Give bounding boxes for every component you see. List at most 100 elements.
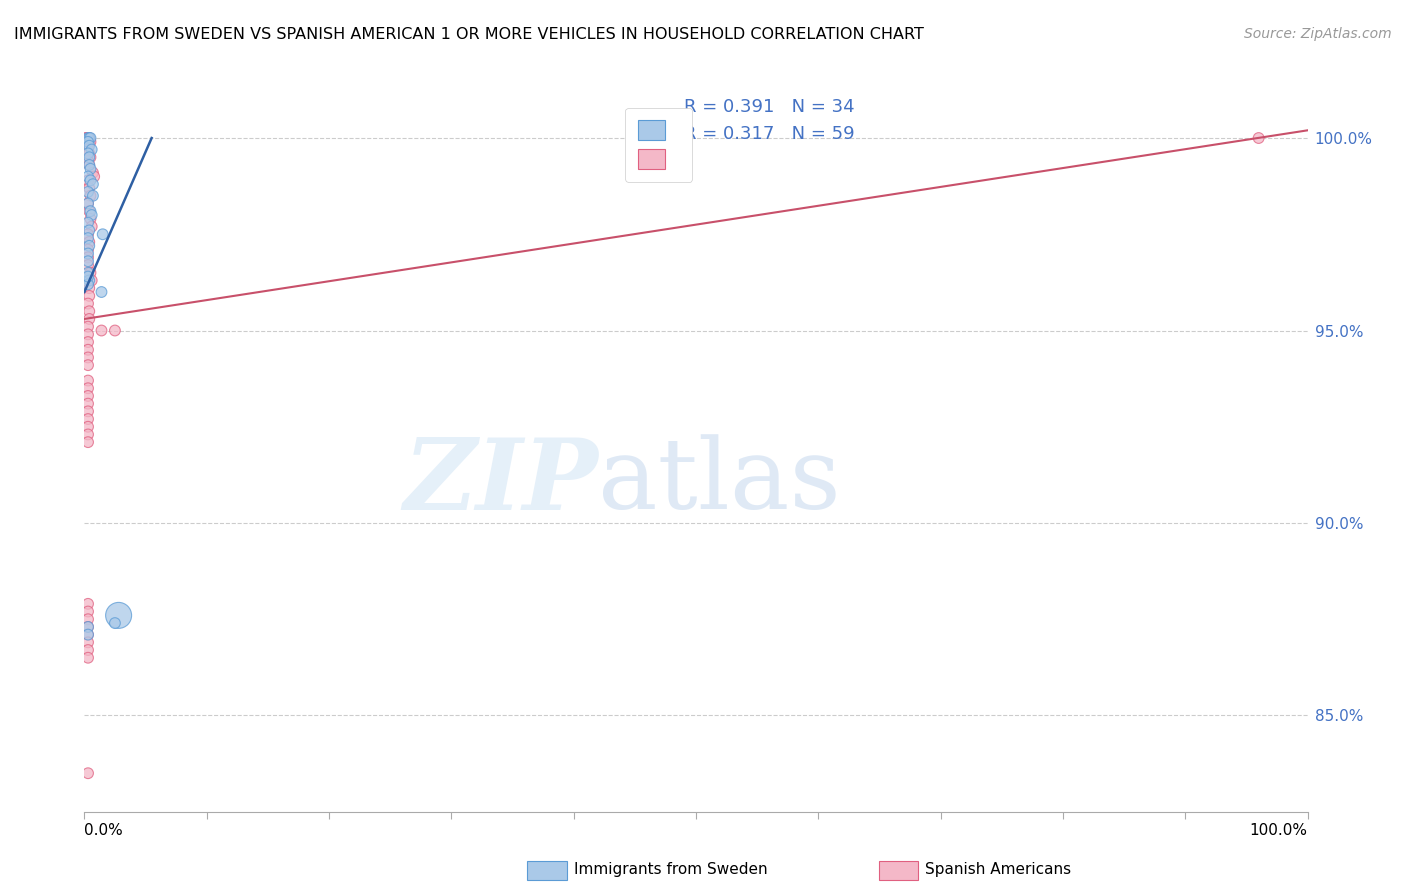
Point <box>77 620 100 634</box>
Point <box>90 285 112 299</box>
Point <box>77 131 100 145</box>
Point <box>77 277 100 292</box>
Point <box>77 254 100 268</box>
Point <box>104 324 127 338</box>
Point <box>79 150 101 164</box>
Point <box>77 204 100 219</box>
Point <box>77 419 100 434</box>
Text: ZIP: ZIP <box>404 434 598 531</box>
Point <box>77 158 100 172</box>
Point <box>77 258 100 272</box>
Point <box>77 266 100 280</box>
Point <box>77 150 100 164</box>
Point <box>77 246 100 260</box>
Point <box>77 196 100 211</box>
Point <box>77 131 100 145</box>
Text: R = 0.317   N = 59: R = 0.317 N = 59 <box>683 125 855 143</box>
Point <box>77 251 100 265</box>
Point <box>77 296 100 310</box>
Text: 0.0%: 0.0% <box>84 823 124 838</box>
Point <box>77 404 100 418</box>
Point <box>80 219 103 234</box>
Point <box>77 327 100 342</box>
Point <box>77 138 100 153</box>
Point <box>77 427 100 442</box>
Legend: , : , <box>626 108 692 182</box>
Point <box>77 273 100 287</box>
Point <box>80 208 103 222</box>
Point <box>77 766 100 780</box>
Text: R = 0.391   N = 34: R = 0.391 N = 34 <box>683 98 855 116</box>
Text: Immigrants from Sweden: Immigrants from Sweden <box>574 863 768 877</box>
Point <box>77 358 100 372</box>
Point <box>79 161 101 176</box>
Point <box>77 412 100 426</box>
Text: Source: ZipAtlas.com: Source: ZipAtlas.com <box>1244 27 1392 41</box>
Point <box>77 143 100 157</box>
Point <box>80 143 103 157</box>
Point <box>91 227 114 242</box>
Point <box>79 204 101 219</box>
Point <box>77 612 100 626</box>
Point <box>77 131 100 145</box>
Point <box>77 146 100 161</box>
Point <box>75 131 97 145</box>
Point <box>77 269 100 284</box>
Point <box>77 627 100 641</box>
Point <box>77 231 100 245</box>
Point <box>79 173 101 187</box>
Point <box>83 169 105 184</box>
Text: atlas: atlas <box>598 434 841 531</box>
Point <box>77 343 100 357</box>
Point <box>77 635 100 649</box>
Point <box>77 605 100 619</box>
Point <box>77 146 100 161</box>
Point <box>79 211 101 226</box>
Point <box>77 196 100 211</box>
Point <box>77 334 100 349</box>
Point <box>82 166 104 180</box>
Point <box>76 131 98 145</box>
Text: 100.0%: 100.0% <box>1250 823 1308 838</box>
Point <box>77 627 100 641</box>
Point <box>82 188 104 202</box>
Point <box>77 397 100 411</box>
Point <box>104 616 127 631</box>
Y-axis label: 1 or more Vehicles in Household: 1 or more Vehicles in Household <box>0 322 7 570</box>
Point <box>79 135 101 149</box>
Point <box>77 304 100 318</box>
Point <box>77 131 100 145</box>
Point <box>77 381 100 395</box>
Point <box>77 173 100 187</box>
Point <box>79 131 101 145</box>
Point <box>77 135 100 149</box>
Point <box>77 185 100 199</box>
Text: IMMIGRANTS FROM SWEDEN VS SPANISH AMERICAN 1 OR MORE VEHICLES IN HOUSEHOLD CORRE: IMMIGRANTS FROM SWEDEN VS SPANISH AMERIC… <box>14 27 924 42</box>
Point <box>79 266 101 280</box>
Point <box>77 312 100 326</box>
Point <box>77 243 100 257</box>
Point <box>77 216 100 230</box>
Point <box>90 324 112 338</box>
Point <box>80 273 103 287</box>
Point <box>77 135 100 149</box>
Point <box>77 235 100 249</box>
Point <box>77 643 100 657</box>
Point <box>82 178 104 192</box>
Text: Spanish Americans: Spanish Americans <box>925 863 1071 877</box>
Point <box>77 223 100 237</box>
Point <box>1247 131 1270 145</box>
Point <box>77 374 100 388</box>
Point <box>107 608 129 623</box>
Point <box>79 188 101 202</box>
Point <box>77 389 100 403</box>
Point <box>77 620 100 634</box>
Point <box>77 239 100 253</box>
Point <box>77 319 100 334</box>
Point <box>77 227 100 242</box>
Point <box>77 158 100 172</box>
Point <box>77 138 100 153</box>
Point <box>77 289 100 303</box>
Point <box>77 650 100 665</box>
Point <box>77 351 100 365</box>
